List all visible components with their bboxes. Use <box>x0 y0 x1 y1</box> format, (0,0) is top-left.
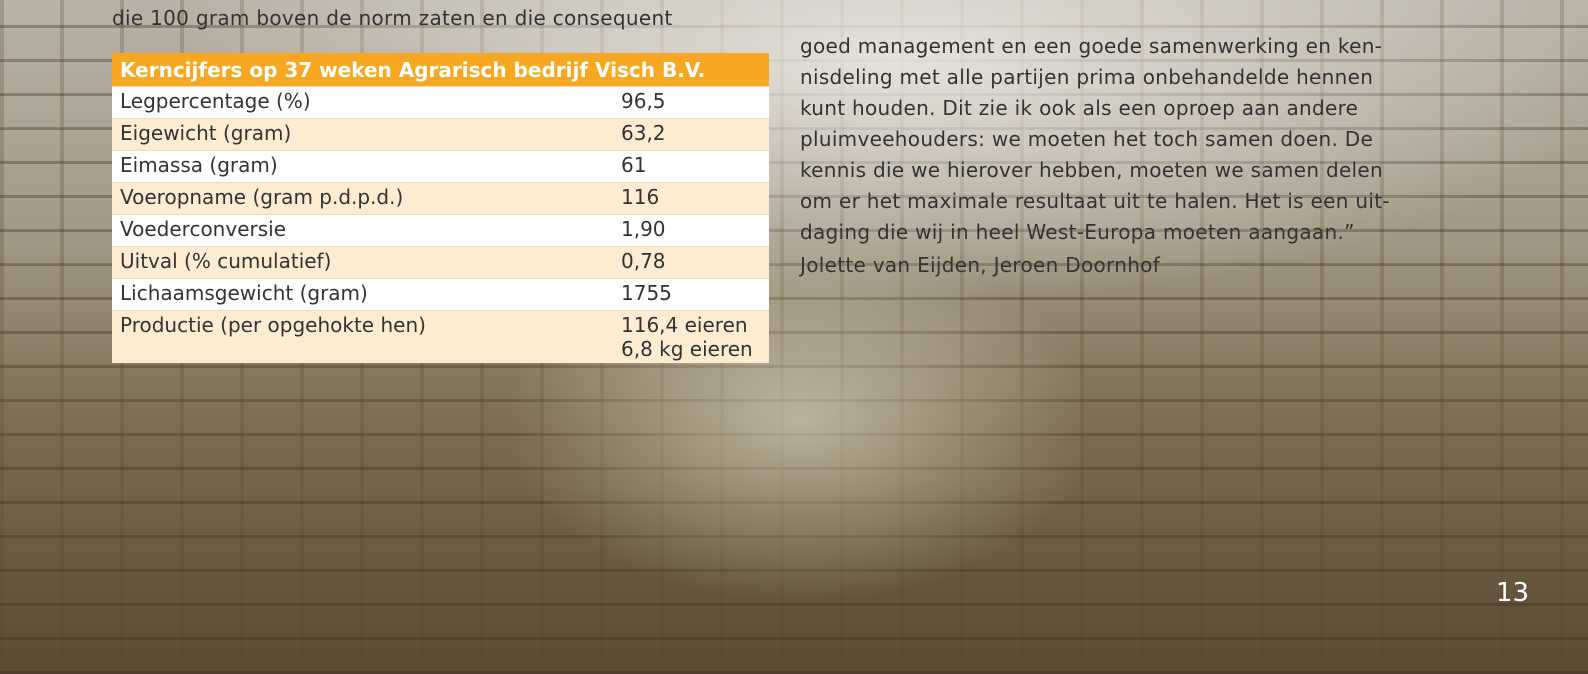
body-text: kunt houden. Dit zie ik ook als een opro… <box>800 96 1359 120</box>
author: Jolette van Eijden, Jeroen Doornhof <box>800 253 1161 277</box>
row-label: Voeropname (gram p.d.p.d.) <box>112 182 621 215</box>
value-line: 116,4 eieren <box>621 313 748 337</box>
page-number: 13 <box>1496 578 1530 608</box>
table-row: Eimassa (gram) 61 <box>112 150 769 183</box>
row-label: Voederconversie <box>112 214 621 247</box>
row-label: Uitval (% cumulatief) <box>112 246 621 279</box>
table-title: Kerncijfers op 37 weken Agrarisch bedrij… <box>112 53 769 87</box>
body-text: goed management en een goede samenwerkin… <box>800 34 1383 58</box>
body-text: kennis die we hierover hebben, moeten we… <box>800 158 1383 182</box>
body-text: nisdeling met alle partijen prima onbeha… <box>800 65 1374 89</box>
row-label: Productie (per opgehokte hen) <box>112 310 621 363</box>
row-label: Eigewicht (gram) <box>112 118 621 151</box>
row-label: Lichaamsgewicht (gram) <box>112 278 621 311</box>
row-value: 96,5 <box>621 86 769 119</box>
body-text: pluimveehouders: we moeten het toch same… <box>800 127 1374 151</box>
row-label: Legpercentage (%) <box>112 86 621 119</box>
table-row: Productie (per opgehokte hen) 116,4 eiere… <box>112 310 769 363</box>
table-row: Eigewicht (gram) 63,2 <box>112 118 769 151</box>
table-row: Legpercentage (%) 96,5 <box>112 86 769 119</box>
row-value: 0,78 <box>621 246 769 279</box>
table-row: Voederconversie 1,90 <box>112 214 769 247</box>
row-value: 1755 <box>621 278 769 311</box>
row-value: 61 <box>621 150 769 183</box>
value-line: 6,8 kg eieren <box>621 337 753 361</box>
table-row: Uitval (% cumulatief) 0,78 <box>112 246 769 279</box>
body-text: die 100 gram boven de norm zaten en die … <box>112 6 673 30</box>
row-value: 63,2 <box>621 118 769 151</box>
row-label: Eimassa (gram) <box>112 150 621 183</box>
key-figures-table: Kerncijfers op 37 weken Agrarisch bedrij… <box>112 53 769 363</box>
table-row: Lichaamsgewicht (gram) 1755 <box>112 278 769 311</box>
row-value: 1,90 <box>621 214 769 247</box>
body-text: om er het maximale resultaat uit te hale… <box>800 189 1390 213</box>
table-row: Voeropname (gram p.d.p.d.) 116 <box>112 182 769 215</box>
row-value: 116 <box>621 182 769 215</box>
row-value: 116,4 eieren 6,8 kg eieren <box>621 310 769 363</box>
body-text: daging die wij in heel West-Europa moete… <box>800 220 1355 244</box>
